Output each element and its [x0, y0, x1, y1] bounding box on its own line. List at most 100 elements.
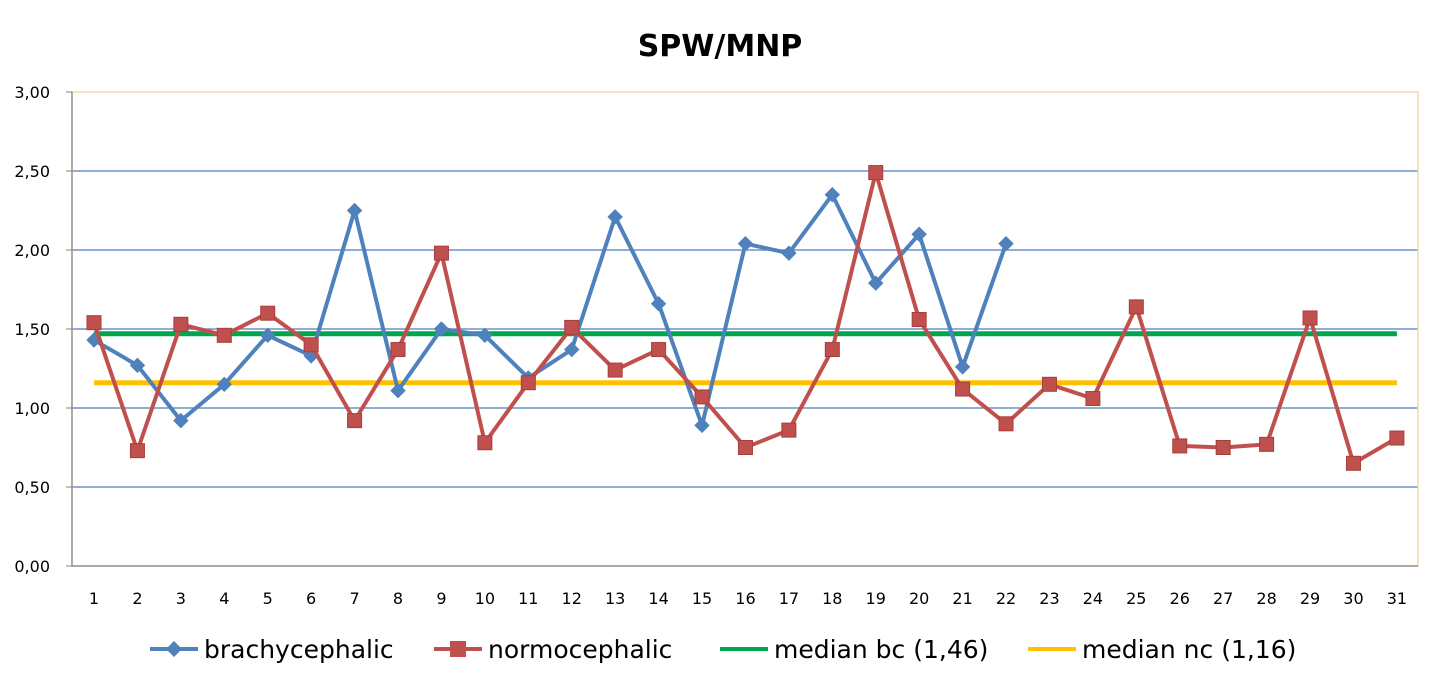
- y-tick-label: 2,50: [14, 162, 50, 181]
- data-point-square: [781, 422, 797, 438]
- data-point-diamond: [477, 327, 493, 344]
- data-point-diamond: [650, 296, 667, 312]
- legend-marker-square: [450, 641, 466, 657]
- x-tick-label: 22: [996, 589, 1016, 608]
- legend-marker-diamond: [166, 641, 182, 657]
- data-point-square: [433, 245, 449, 261]
- legend-label: normocephalic: [488, 635, 672, 664]
- x-tick-label: 29: [1300, 589, 1320, 608]
- data-point-square: [1302, 310, 1318, 326]
- data-point-square: [1345, 455, 1361, 471]
- data-point-square: [998, 416, 1014, 432]
- x-tick-label: 7: [349, 589, 359, 608]
- x-axis-tick-labels: 1 2 3 4 5 6 7 8 9 10 11 12 13 14 15 16 17 18 19 20 21 22 23 24 2…: [89, 589, 1407, 608]
- data-point-square: [911, 312, 927, 328]
- x-tick-label: 2: [132, 589, 142, 608]
- x-tick-label: 6: [306, 589, 316, 608]
- data-point-square: [607, 362, 623, 378]
- x-tick-label: 10: [475, 589, 495, 608]
- data-point-square: [303, 337, 319, 353]
- data-point-square: [955, 381, 971, 397]
- data-point-square: [216, 327, 232, 343]
- x-tick-label: 5: [263, 589, 273, 608]
- series-normocephalic: [86, 165, 1405, 471]
- legend-item-normocephalic: normocephalic: [434, 635, 672, 664]
- data-point-square: [347, 413, 363, 429]
- x-tick-label: 19: [866, 589, 886, 608]
- x-tick-label: 13: [605, 589, 625, 608]
- data-point-square: [260, 305, 276, 321]
- y-tick-label: 3,00: [14, 83, 50, 102]
- data-point-square: [129, 443, 145, 459]
- legend-label: median nc (1,16): [1082, 635, 1296, 664]
- x-tick-label: 27: [1213, 589, 1233, 608]
- x-tick-label: 8: [393, 589, 403, 608]
- x-tick-label: 1: [89, 589, 99, 608]
- chart-title: SPW/MNP: [638, 29, 803, 64]
- y-tick-label: 0,00: [14, 557, 50, 576]
- data-point-square: [824, 342, 840, 358]
- x-tick-label: 21: [952, 589, 972, 608]
- x-tick-label: 25: [1126, 589, 1146, 608]
- y-tick-label: 0,50: [14, 478, 50, 497]
- data-point-diamond: [173, 412, 189, 429]
- x-tick-label: 24: [1083, 589, 1103, 608]
- data-point-diamond: [216, 376, 232, 393]
- y-tick-label: 1,50: [14, 320, 50, 339]
- data-point-diamond: [346, 202, 363, 219]
- x-tick-label: 14: [648, 589, 668, 608]
- data-point-diamond: [868, 275, 884, 291]
- data-point-diamond: [998, 235, 1014, 252]
- x-tick-label: 31: [1387, 589, 1407, 608]
- data-point-square: [520, 375, 536, 391]
- data-point-square: [737, 440, 753, 455]
- data-point-diamond: [129, 357, 146, 374]
- data-point-square: [1215, 440, 1231, 455]
- gridlines: [72, 170, 1418, 488]
- data-point-diamond: [781, 245, 797, 261]
- x-tick-label: 11: [518, 589, 538, 608]
- x-tick-label: 4: [219, 589, 229, 608]
- legend-item-median-bc-1-46: median bc (1,46): [720, 635, 988, 664]
- x-tick-label: 30: [1343, 589, 1363, 608]
- data-point-diamond: [911, 226, 927, 242]
- data-point-diamond: [954, 359, 971, 375]
- legend-label: median bc (1,46): [774, 635, 988, 664]
- x-tick-label: 28: [1256, 589, 1276, 608]
- x-tick-label: 3: [176, 589, 186, 608]
- data-point-diamond: [737, 235, 754, 252]
- x-tick-label: 26: [1170, 589, 1190, 608]
- data-point-square: [694, 389, 710, 405]
- data-point-diamond: [824, 186, 841, 203]
- data-point-square: [1128, 299, 1144, 315]
- legend-item-median-nc-1-16: median nc (1,16): [1028, 635, 1296, 664]
- y-tick-label: 1,00: [14, 399, 50, 418]
- x-tick-label: 23: [1039, 589, 1059, 608]
- axes: [66, 91, 1419, 567]
- data-point-square: [1389, 430, 1405, 446]
- data-point-diamond: [564, 341, 580, 358]
- x-tick-label: 20: [909, 589, 929, 608]
- series-line: [92, 192, 1008, 428]
- x-tick-label: 12: [562, 589, 582, 608]
- data-point-diamond: [607, 209, 623, 225]
- data-point-square: [564, 319, 580, 335]
- data-point-square: [390, 342, 406, 358]
- series-lines: [86, 165, 1405, 471]
- data-point-square: [1259, 436, 1275, 452]
- data-point-diamond: [260, 327, 276, 344]
- data-point-square: [1041, 376, 1057, 392]
- x-tick-label: 18: [822, 589, 842, 608]
- series-line: [92, 170, 1398, 466]
- x-tick-label: 9: [436, 589, 446, 608]
- data-point-diamond: [694, 417, 710, 434]
- data-point-square: [868, 165, 884, 181]
- data-point-square: [86, 315, 102, 331]
- legend-label: brachycephalic: [204, 635, 394, 664]
- y-tick-label: 2,00: [14, 241, 50, 260]
- data-point-square: [1172, 438, 1188, 454]
- x-tick-label: 15: [692, 589, 712, 608]
- data-point-square: [1085, 391, 1101, 407]
